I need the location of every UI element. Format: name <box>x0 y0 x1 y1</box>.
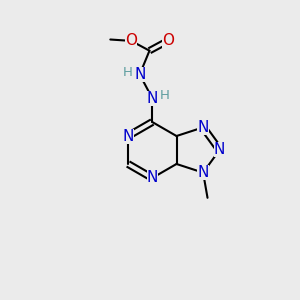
Text: N: N <box>134 67 146 82</box>
Text: N: N <box>214 142 225 158</box>
Text: N: N <box>197 165 209 180</box>
Text: H: H <box>122 66 132 79</box>
Text: N: N <box>122 128 134 143</box>
Text: N: N <box>197 120 209 135</box>
Text: O: O <box>125 33 137 48</box>
Text: H: H <box>160 89 170 102</box>
Text: N: N <box>147 91 158 106</box>
Text: N: N <box>147 170 158 185</box>
Text: O: O <box>162 33 174 48</box>
